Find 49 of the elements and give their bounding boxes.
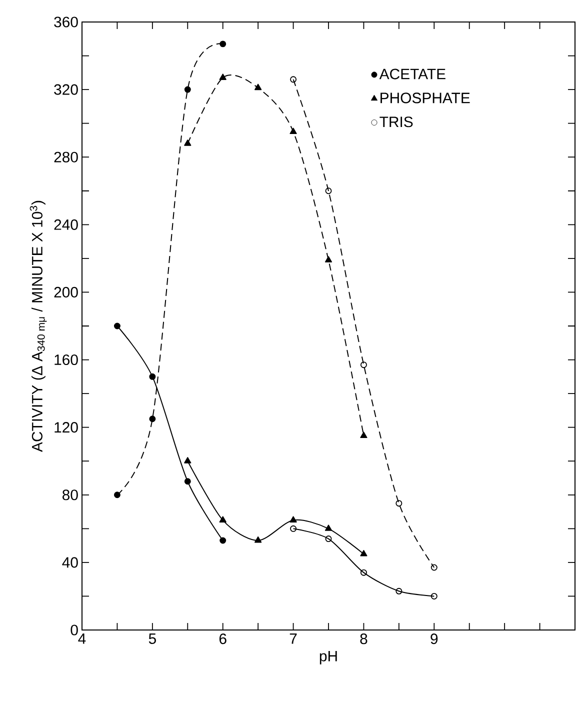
point bbox=[324, 524, 332, 531]
y-tick-label: 120 bbox=[54, 422, 78, 433]
point bbox=[184, 457, 192, 464]
x-axis-title: pH bbox=[320, 650, 337, 664]
legend-label: TRIS bbox=[380, 116, 413, 128]
x-tick-label: 8 bbox=[360, 634, 368, 644]
legend-label: PHOSPHATE bbox=[380, 92, 470, 104]
y-tick-label: 280 bbox=[54, 152, 78, 162]
y-tick-label: 320 bbox=[54, 84, 78, 95]
point bbox=[324, 256, 332, 262]
y-tick-label: 200 bbox=[54, 286, 78, 298]
point bbox=[219, 516, 226, 522]
point bbox=[360, 550, 368, 556]
x-tick-label: 6 bbox=[219, 634, 226, 644]
y-tick-label: 0 bbox=[70, 624, 78, 636]
x-tick-label: 7 bbox=[290, 634, 297, 644]
point bbox=[149, 416, 156, 422]
x-tick-label: 9 bbox=[430, 634, 438, 644]
point bbox=[184, 86, 191, 93]
point bbox=[114, 492, 120, 498]
point bbox=[149, 373, 156, 380]
point bbox=[290, 76, 297, 83]
y-tick-label: 40 bbox=[62, 557, 78, 568]
point bbox=[220, 537, 226, 544]
point bbox=[360, 569, 367, 576]
legend-label: ACETATE bbox=[379, 68, 446, 80]
x-tick-label: 4 bbox=[78, 634, 86, 644]
point bbox=[360, 432, 368, 438]
point bbox=[290, 128, 297, 134]
point bbox=[360, 362, 367, 368]
point bbox=[325, 536, 332, 542]
point bbox=[254, 536, 262, 543]
y-tick-label: 160 bbox=[54, 354, 78, 366]
point bbox=[290, 516, 297, 522]
point bbox=[184, 140, 192, 146]
point bbox=[254, 84, 262, 90]
y-tick-label: 80 bbox=[62, 490, 78, 500]
point bbox=[396, 500, 402, 507]
y-tick-label: 240 bbox=[54, 219, 78, 230]
point bbox=[325, 188, 332, 194]
point bbox=[220, 40, 226, 48]
point bbox=[184, 478, 191, 485]
point bbox=[219, 74, 226, 80]
y-axis-title: ACTIVITY (Δ A$_{340 mμ}$ / MINUTE X 10$^{3}$) bbox=[30, 200, 47, 452]
point bbox=[430, 564, 438, 571]
point bbox=[396, 588, 402, 594]
y-tick-label: 360 bbox=[54, 16, 78, 28]
x-tick-label: 5 bbox=[148, 634, 156, 644]
point bbox=[114, 322, 120, 330]
